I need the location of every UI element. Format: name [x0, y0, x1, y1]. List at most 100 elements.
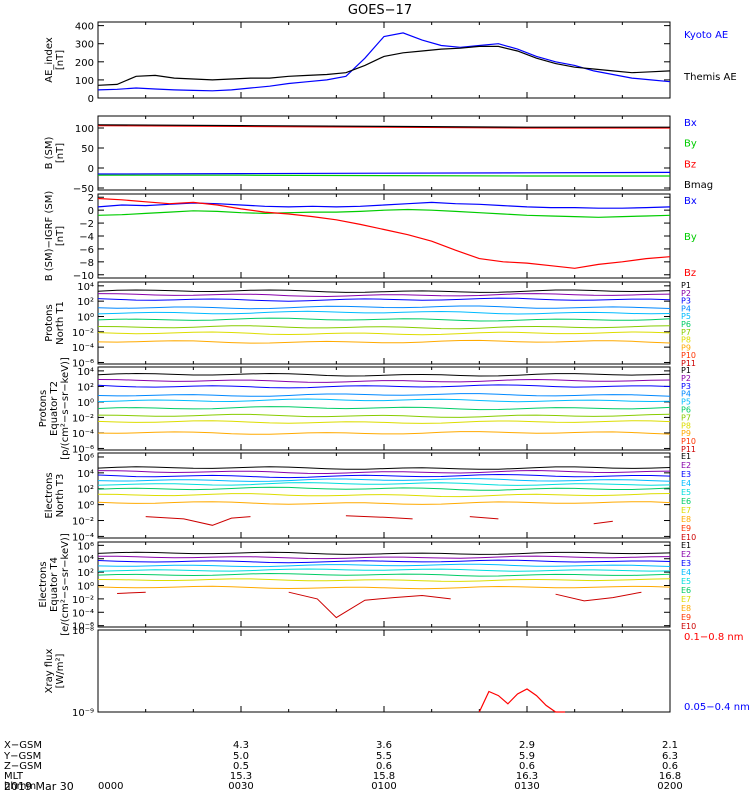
channel-segment: [593, 520, 613, 525]
y-tick-label: 10⁻²: [72, 413, 94, 424]
channel-label: P6: [681, 320, 691, 329]
panel-7: 10⁻⁶ 10⁻⁴ 10⁻² 10⁰ 10² 10⁴ 10⁶ ElectronsEquator…: [38, 533, 696, 636]
channel-label: P10: [681, 351, 696, 360]
channel-label: P11: [681, 445, 696, 454]
y-tick-label: −50: [73, 184, 94, 195]
y-tick-label: 10⁻⁴: [72, 532, 94, 543]
panel-frame: [97, 21, 671, 99]
y-tick-label: −10: [73, 271, 94, 282]
footer-row-label: X−GSM: [4, 740, 42, 751]
series-line: [97, 208, 671, 218]
y-axis-label: AE_index[nT]: [44, 37, 66, 83]
channel-label: P4: [681, 304, 691, 313]
footer-value: 0.6: [519, 761, 535, 772]
channel-label: E7: [681, 506, 691, 515]
series-line: [97, 125, 670, 129]
panel-frame: [97, 541, 671, 628]
channel-label: E10: [681, 622, 696, 631]
footer-value: 0130: [514, 781, 539, 792]
channel-line: [97, 398, 671, 403]
y-tick-label: 10⁻⁹: [72, 708, 94, 719]
panel-2: −50 0 50 100 B (SM)[nT] Bx By Bz Bmag: [44, 115, 713, 195]
y-tick-label: 10⁰: [77, 582, 94, 593]
y-tick-label: 200: [75, 58, 94, 69]
legend-entry: Bx: [684, 196, 697, 207]
channel-label: P9: [681, 343, 691, 352]
footer-row-label: Z−GSM: [4, 761, 42, 772]
y-tick-label: 10⁻⁶: [72, 358, 94, 369]
y-tick-label: −8: [79, 258, 94, 269]
y-tick-label: 10⁴: [77, 469, 94, 480]
y-tick-label: 50: [81, 144, 94, 155]
channel-line: [97, 378, 671, 383]
y-axis-label: ProtonsEquator T2[p/(cm²−s−sr−keV)]: [38, 357, 71, 460]
y-tick-label: 10⁻⁴: [72, 608, 94, 619]
series-line: [97, 124, 670, 128]
footer-value: 0000: [98, 781, 123, 792]
channel-label: P8: [681, 336, 691, 345]
channel-line: [97, 384, 671, 389]
panel-frame: [97, 193, 671, 279]
orbit-footer: X−GSM 4.3 3.6 2.9 2.1 Y−GSM 5.0 5.5 5.9 6.3 Z−GSM 0…: [3, 740, 683, 792]
y-tick-label: 10⁻⁶: [72, 444, 94, 455]
legend-entry: By: [684, 139, 697, 150]
channel-line: [97, 331, 671, 336]
channel-label: P10: [681, 437, 696, 446]
y-tick-label: 400: [75, 22, 94, 33]
channel-segment: [555, 591, 642, 602]
channel-label: E8: [681, 604, 691, 613]
panel-frame: [97, 629, 671, 713]
footer-value: 0030: [228, 781, 253, 792]
y-tick-label: 0: [88, 206, 94, 217]
channel-label: E3: [681, 559, 691, 568]
y-tick-label: −2: [79, 219, 94, 230]
channel-label: E1: [681, 541, 691, 550]
y-tick-label: 10⁰: [77, 398, 94, 409]
y-axis-label: B (SM)−IGRF (SM)[nT]: [44, 191, 66, 282]
figure-title: GOES−17: [348, 3, 412, 18]
y-tick-label: 10⁶: [77, 541, 94, 552]
channel-label: E2: [681, 550, 691, 559]
footer-value: 0100: [371, 781, 396, 792]
channel-segment: [469, 516, 499, 520]
channel-line: [98, 555, 671, 560]
channel-line: [97, 559, 671, 564]
y-tick-label: 10⁻⁴: [72, 343, 94, 354]
footer-value: 0200: [657, 781, 682, 792]
legend-entry: 0.1−0.8 nm: [684, 632, 743, 643]
channel-segment: [288, 591, 451, 619]
panel-5: 10⁻⁶ 10⁻⁴ 10⁻² 10⁰ 10² 10⁴ ProtonsEquator T2[p…: [38, 357, 696, 460]
date-label: 2019 Mar 30: [4, 780, 74, 793]
y-tick-label: 100: [75, 124, 94, 135]
footer-value: 15.8: [373, 771, 395, 782]
channel-label: P5: [681, 398, 691, 407]
legend-entry: Kyoto AE: [684, 30, 728, 41]
footer-row-label: hhmm: [4, 781, 36, 792]
channel-line: [97, 563, 671, 568]
channel-label: E1: [681, 452, 691, 461]
channel-label: P3: [681, 382, 691, 391]
channel-line: [97, 339, 671, 344]
channel-label: P5: [681, 312, 691, 321]
footer-value: 0.6: [376, 761, 392, 772]
panel-3: −10 −8 −6 −4 −2 0 2 B (SM)−IGRF (SM)[nT] Bx By Bz: [44, 191, 697, 282]
y-axis-label: ProtonsNorth T1: [44, 301, 66, 345]
channel-segment: [345, 515, 413, 520]
footer-value: 0.6: [662, 761, 678, 772]
channel-label: P1: [681, 281, 691, 290]
channel-segment: [117, 591, 146, 594]
channel-label: P7: [681, 413, 691, 422]
channel-line: [97, 493, 671, 498]
y-axis-label: Xray flux[W/m²]: [44, 649, 66, 694]
y-tick-label: 10⁻⁶: [72, 622, 94, 633]
channel-line: [97, 431, 671, 435]
channel-line: [97, 420, 671, 424]
channel-label: E3: [681, 470, 691, 479]
legend-entry: 0.05−0.4 nm: [684, 702, 750, 713]
y-tick-label: 10²: [77, 568, 94, 579]
y-tick-label: 300: [75, 40, 94, 51]
footer-value: 5.0: [233, 751, 249, 762]
channel-line: [97, 289, 671, 293]
